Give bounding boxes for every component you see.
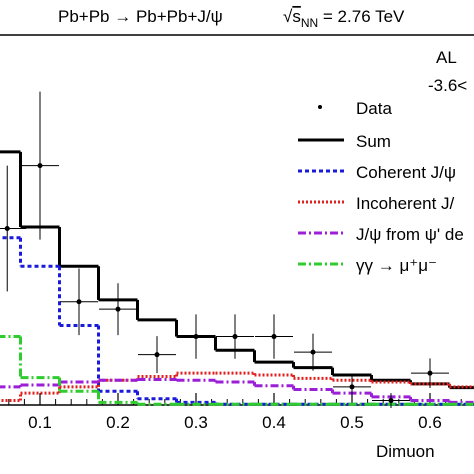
- energy-symbol: s: [292, 7, 301, 26]
- x-tick-label: 0.5: [340, 413, 364, 432]
- data-point: [154, 352, 160, 358]
- energy-root: √: [283, 7, 293, 26]
- data-point: [37, 163, 43, 169]
- data-point: [4, 226, 10, 232]
- data-point: [427, 370, 433, 376]
- energy-label: √sNN = 2.76 TeV: [283, 7, 405, 30]
- x-tick-label: 0.6: [418, 413, 442, 432]
- legend-label: Data: [356, 99, 392, 118]
- legend-label: Sum: [356, 132, 391, 151]
- legend-label: γγ → μ⁺μ⁻: [356, 256, 437, 275]
- energy-rest: = 2.76 TeV: [318, 7, 405, 26]
- x-tick-label: 0.1: [28, 413, 52, 432]
- x-axis-label: Dimuon: [376, 442, 435, 461]
- chart-title: Pb+Pb → Pb+Pb+J/ψ: [58, 7, 223, 26]
- energy-sub: NN: [301, 16, 318, 30]
- annotation: -3.6<: [428, 76, 467, 95]
- data-point: [349, 384, 355, 390]
- data-point: [271, 334, 277, 340]
- data-point: [310, 349, 316, 355]
- legend-label: Incoherent J/: [356, 194, 455, 213]
- legend-marker: [318, 105, 322, 109]
- legend-label: J/ψ from ψ' de: [356, 225, 464, 244]
- x-tick-label: 0.4: [262, 413, 286, 432]
- legend-label: Coherent J/ψ: [356, 163, 456, 182]
- data-point: [232, 334, 238, 340]
- data-point: [76, 299, 82, 305]
- x-tick-label: 0.3: [184, 413, 208, 432]
- data-point: [193, 334, 199, 340]
- data-point: [388, 398, 394, 404]
- x-tick-label: 0.2: [106, 413, 130, 432]
- annotation: AL: [436, 48, 457, 67]
- data-point: [115, 306, 121, 312]
